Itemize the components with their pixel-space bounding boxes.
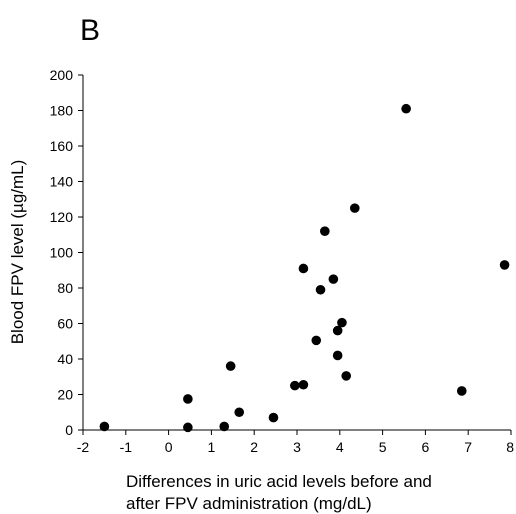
x-tick-label: -1 <box>120 439 133 455</box>
data-point <box>99 421 110 432</box>
data-point <box>225 361 236 371</box>
y-tick-label: 40 <box>57 351 73 367</box>
x-axis-title-line-2: after FPV administration (mg/dL) <box>126 494 372 513</box>
y-tick-label: 80 <box>57 280 73 296</box>
data-point <box>341 371 352 381</box>
y-axis-title: Blood FPV level (µg/mL) <box>8 160 27 345</box>
data-points <box>99 103 510 433</box>
data-point <box>311 335 322 346</box>
x-tick-label: 3 <box>293 439 301 455</box>
data-point <box>268 412 279 423</box>
x-tick-label: 2 <box>250 439 258 455</box>
x-tick-label: 8 <box>506 439 514 455</box>
data-point <box>328 274 339 284</box>
x-tick-label: 6 <box>422 439 430 455</box>
x-tick-label: 4 <box>336 439 344 455</box>
axes <box>82 75 511 431</box>
data-point <box>315 284 326 295</box>
data-point <box>183 394 193 404</box>
data-point <box>320 226 330 236</box>
data-point <box>183 422 193 433</box>
data-point <box>456 386 467 396</box>
y-tick-label: 140 <box>50 174 74 190</box>
x-ticks: -2 -1 0 1 2 3 4 5 6 7 8 <box>77 430 514 455</box>
panel-label: B <box>80 14 100 47</box>
y-ticks: 0 20 40 60 80 100 120 140 160 180 200 <box>50 67 83 438</box>
x-tick-label: 0 <box>165 439 173 455</box>
data-point <box>349 203 360 213</box>
x-tick-label: 1 <box>208 439 216 455</box>
y-tick-label: 180 <box>50 103 74 119</box>
data-point <box>290 380 300 391</box>
data-point <box>499 260 510 270</box>
y-tick-label: 20 <box>57 387 73 403</box>
data-point <box>234 407 245 418</box>
x-axis-title-line-1: Differences in uric acid levels before a… <box>126 472 432 491</box>
y-tick-label: 60 <box>57 316 73 332</box>
x-tick-label: 7 <box>464 439 472 455</box>
data-point <box>401 103 411 114</box>
y-tick-label: 120 <box>50 209 74 225</box>
y-tick-label: 100 <box>50 245 74 261</box>
y-tick-label: 200 <box>50 67 74 83</box>
data-point <box>219 421 230 432</box>
data-point <box>332 325 343 336</box>
y-tick-label: 0 <box>65 422 73 438</box>
data-point <box>298 263 309 274</box>
data-point <box>332 350 343 361</box>
data-point <box>298 379 309 390</box>
y-tick-label: 160 <box>50 138 74 154</box>
x-tick-label: -2 <box>77 439 90 455</box>
data-point <box>337 317 347 328</box>
x-tick-label: 5 <box>379 439 387 455</box>
